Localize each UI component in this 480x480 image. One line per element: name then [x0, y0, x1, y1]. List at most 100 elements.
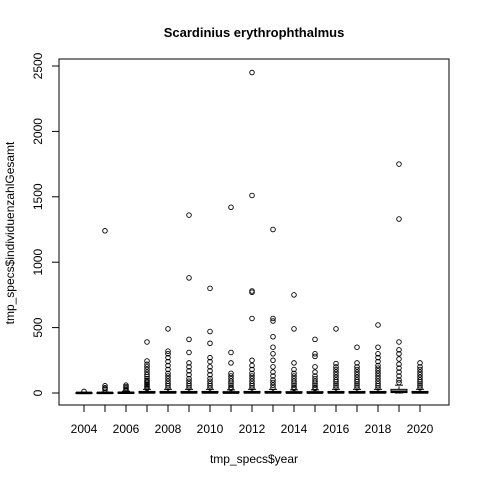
box-2016	[327, 326, 345, 394]
outlier-point	[333, 374, 339, 381]
outlier-point	[417, 364, 423, 370]
outlier-point	[165, 354, 171, 361]
box-2007	[138, 339, 156, 394]
outlier-point	[207, 381, 213, 387]
outlier-point	[270, 318, 276, 324]
outlier-point	[270, 357, 276, 364]
outlier-point	[207, 285, 213, 292]
outlier-point	[396, 351, 402, 357]
outlier-point	[312, 364, 318, 370]
outlier-point	[354, 366, 360, 373]
outlier-point	[270, 373, 276, 379]
outlier-point	[228, 370, 234, 377]
box-series	[75, 69, 429, 395]
outlier-point	[207, 358, 213, 365]
outlier-point	[228, 384, 234, 390]
outlier-point	[333, 383, 339, 389]
outlier-point	[81, 388, 87, 395]
outlier-point	[312, 378, 318, 384]
y-axis-label: tmp_specs$individuenzahlGesamt	[3, 141, 17, 324]
outlier-point	[186, 378, 192, 384]
outlier-point	[144, 377, 150, 384]
box-2005	[96, 228, 114, 395]
outlier-point	[354, 381, 360, 387]
outlier-point	[186, 360, 192, 366]
outlier-point	[270, 379, 276, 386]
outlier-point	[312, 351, 318, 357]
outlier-point	[165, 326, 171, 332]
y-axis: 0 500 1000 1500 2000 2500	[31, 52, 60, 396]
outlier-point	[270, 351, 276, 357]
x-tick-label: 2006	[113, 422, 140, 436]
outlier-point	[165, 375, 171, 382]
outlier-point	[375, 365, 381, 371]
outlier-point	[228, 204, 234, 211]
outlier-point	[375, 381, 381, 387]
outlier-point	[375, 351, 381, 357]
box-2020	[411, 360, 429, 394]
x-tick-label: 2020	[407, 422, 434, 436]
x-tick-label: 2010	[197, 422, 224, 436]
outlier-point	[102, 228, 108, 234]
outlier-point	[249, 378, 255, 384]
outlier-point	[207, 328, 213, 335]
outlier-point	[186, 336, 192, 343]
outlier-point	[270, 334, 276, 340]
outlier-point	[186, 385, 192, 391]
outlier-point	[333, 369, 339, 375]
outlier-point	[417, 383, 423, 389]
outlier-point	[417, 371, 423, 378]
outlier-point	[186, 371, 192, 378]
box-2014	[285, 292, 303, 394]
outlier-point	[249, 370, 255, 377]
outlier-point	[270, 385, 276, 391]
outlier-point	[333, 326, 339, 332]
outlier-point	[228, 373, 234, 379]
outlier-point	[228, 349, 234, 356]
outlier-point	[165, 373, 171, 379]
box-2019	[390, 161, 408, 394]
outlier-point	[417, 369, 423, 375]
outlier-point	[375, 378, 381, 384]
box-2017	[348, 344, 366, 394]
box-2009	[180, 212, 198, 394]
outlier-point	[375, 344, 381, 350]
outlier-point	[333, 371, 339, 378]
outlier-point	[249, 357, 255, 364]
outlier-point	[354, 371, 360, 378]
y-tick-label: 2000	[31, 118, 45, 145]
outlier-point	[312, 369, 318, 375]
outlier-point	[270, 369, 276, 375]
x-tick-label: 2004	[71, 422, 98, 436]
outlier-point	[165, 385, 171, 391]
x-tick-label: 2012	[239, 422, 266, 436]
outlier-point	[354, 364, 360, 370]
outlier-point	[291, 373, 297, 379]
outlier-point	[186, 375, 192, 382]
x-tick-label: 2016	[323, 422, 350, 436]
outlier-point	[396, 373, 402, 379]
box-2012	[243, 69, 261, 394]
outlier-point	[228, 378, 234, 384]
outlier-point	[165, 351, 171, 357]
outlier-point	[186, 368, 192, 374]
outlier-point	[207, 378, 213, 384]
outlier-point	[354, 385, 360, 391]
outlier-point	[249, 381, 255, 387]
outlier-point	[102, 383, 108, 389]
outlier-point	[312, 375, 318, 382]
outlier-point	[417, 360, 423, 366]
box-2008	[159, 326, 177, 394]
outlier-point	[354, 344, 360, 350]
outlier-point	[165, 366, 171, 373]
outlier-point	[207, 340, 213, 347]
outlier-point	[186, 364, 192, 370]
outlier-point	[270, 382, 276, 388]
outlier-point	[249, 69, 255, 76]
box-2015	[306, 336, 324, 394]
outlier-point	[312, 373, 318, 379]
outlier-point	[291, 378, 297, 384]
